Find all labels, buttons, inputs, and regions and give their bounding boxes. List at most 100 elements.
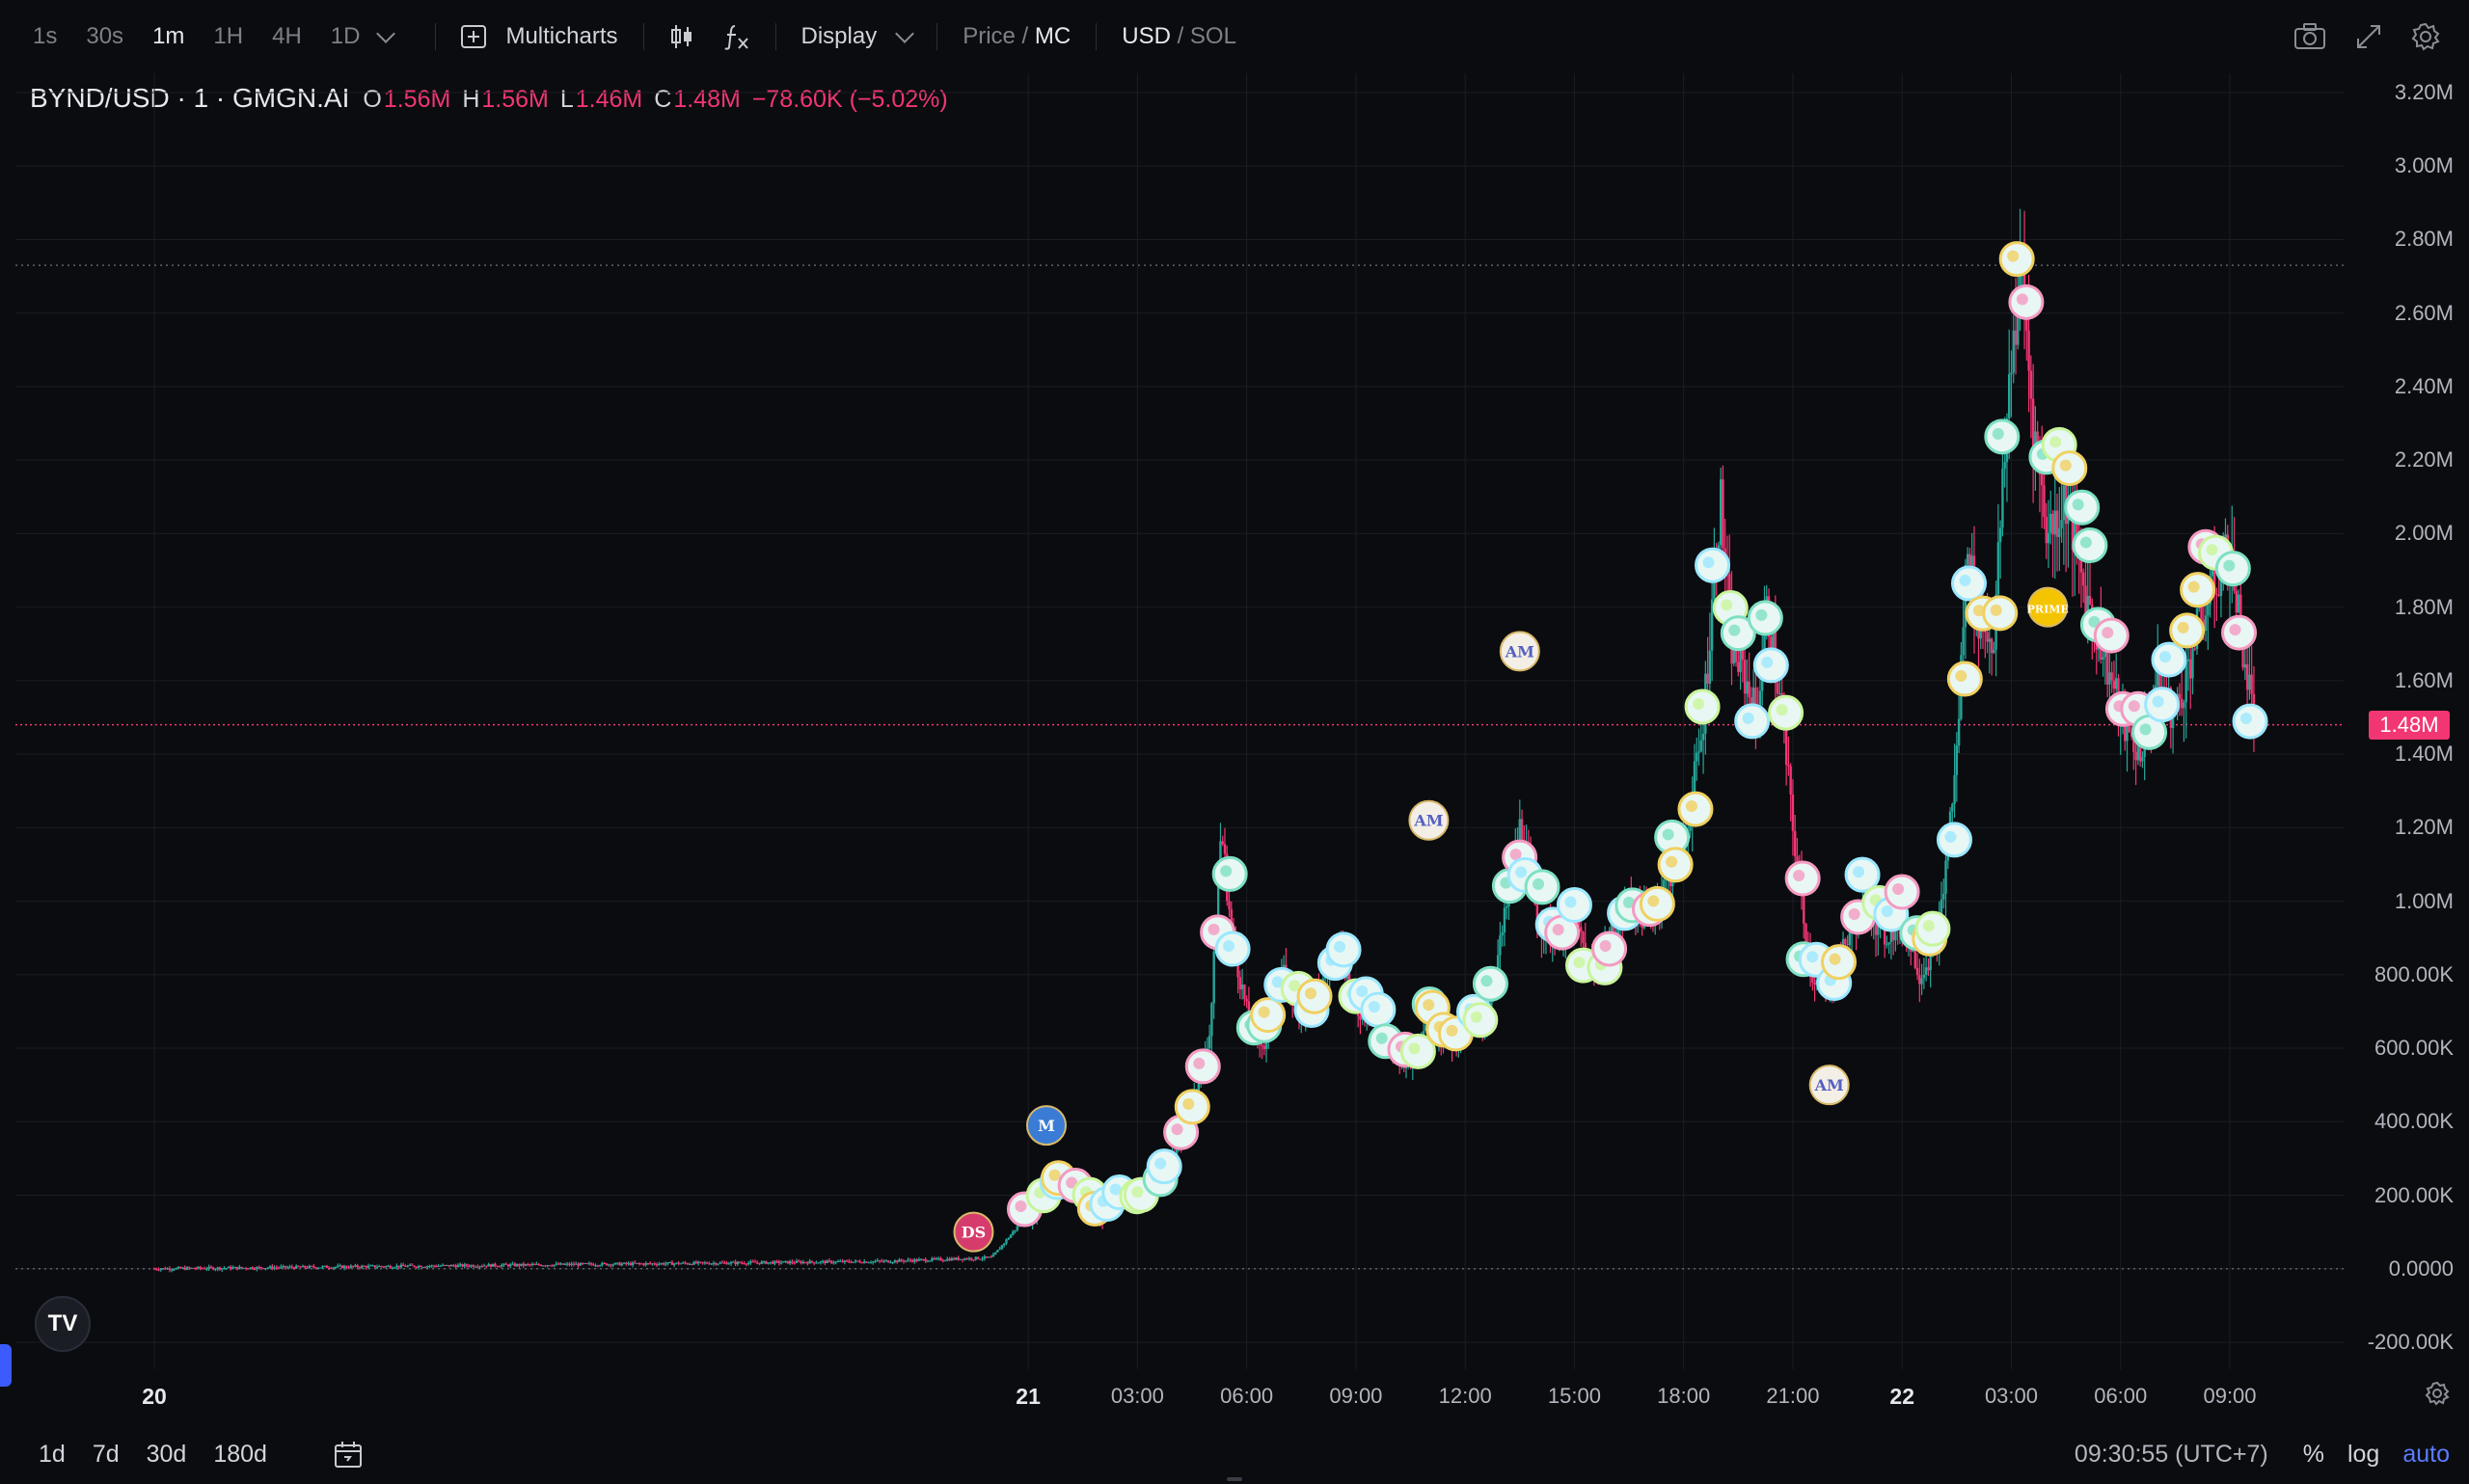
candle-body: [1750, 697, 1753, 721]
timeframe-30s[interactable]: 30s: [86, 23, 124, 49]
axis-settings-icon[interactable]: [2425, 1381, 2450, 1406]
candle-body: [1953, 774, 1956, 804]
range-7d[interactable]: 7d: [92, 1441, 120, 1468]
trader-avatar-marker: [1280, 970, 1316, 1007]
candle-body: [1387, 1030, 1391, 1037]
trader-avatar-marker: [2079, 607, 2116, 643]
candle-body: [672, 1263, 676, 1265]
candle-body: [280, 1266, 283, 1268]
candle-body: [1095, 1204, 1098, 1210]
usd-sol-toggle[interactable]: USD / SOL: [1122, 23, 1236, 50]
candle-body: [773, 1260, 776, 1264]
candle-body: [1835, 979, 1838, 987]
display-dropdown[interactable]: Display: [801, 23, 930, 50]
candle-body: [613, 1262, 617, 1265]
candle-body: [170, 1269, 174, 1271]
candle-body: [297, 1265, 300, 1267]
candle-body: [1586, 950, 1589, 968]
timeframe-1h[interactable]: 1H: [213, 23, 244, 49]
candle-body: [1394, 1046, 1397, 1053]
trader-avatar-face: [1693, 697, 1705, 710]
candle-body: [585, 1262, 588, 1264]
candle-body: [1644, 904, 1648, 913]
settings-gear-icon[interactable]: [2411, 22, 2440, 51]
candle-body: [1614, 939, 1617, 946]
timeframe-1s[interactable]: 1s: [33, 23, 58, 49]
candle-body: [1696, 752, 1698, 762]
indicators-fx-icon[interactable]: [723, 23, 750, 50]
candle-body: [1186, 1116, 1189, 1123]
y-axis-tick-label: 800.00K: [2374, 961, 2454, 986]
timeframe-1m[interactable]: 1m: [152, 23, 185, 49]
candle-body: [1623, 908, 1626, 920]
side-panel-toggle[interactable]: [0, 1344, 12, 1387]
tradingview-logo[interactable]: TV: [35, 1296, 91, 1352]
candle-type-icon[interactable]: [669, 23, 694, 50]
candle-body: [1636, 895, 1640, 921]
trader-avatar-face: [1848, 907, 1860, 920]
fullscreen-icon[interactable]: [2355, 23, 2382, 50]
chevron-down-icon[interactable]: [376, 24, 396, 43]
candle-body: [767, 1262, 770, 1264]
candle-body: [1951, 803, 1954, 812]
candle-body: [1981, 608, 1985, 632]
log-toggle[interactable]: log: [2347, 1441, 2380, 1468]
candle-body: [1326, 972, 1329, 976]
candle-body: [839, 1260, 842, 1262]
x-axis-tick-label: 09:00: [2203, 1384, 2257, 1408]
range-1d[interactable]: 1d: [39, 1441, 66, 1468]
change-value: −78.60K (−5.02%): [751, 86, 948, 113]
candle-body: [2119, 707, 2122, 721]
candle-body: [2049, 513, 2052, 533]
candle-body: [555, 1263, 558, 1265]
candle-body: [1496, 955, 1500, 977]
candle-body: [181, 1267, 184, 1269]
candle-body: [2226, 534, 2229, 584]
candle-body: [328, 1267, 331, 1269]
date-range-calendar-icon[interactable]: [333, 1440, 364, 1471]
candle-body: [415, 1266, 419, 1268]
candle-body: [2176, 693, 2179, 712]
candle-body: [1905, 928, 1908, 945]
top-right-tools: [2293, 0, 2469, 73]
candle-body: [1345, 973, 1349, 979]
trader-avatar-face: [1881, 905, 1893, 918]
trader-avatar-face: [2072, 499, 2084, 511]
resize-handle[interactable]: [1227, 1477, 1242, 1481]
candle-body: [1323, 975, 1327, 979]
percent-toggle[interactable]: %: [2302, 1441, 2324, 1468]
timeframe-1d[interactable]: 1D: [330, 23, 361, 49]
trader-avatar-face: [1085, 1200, 1098, 1212]
trader-avatar-face: [1356, 985, 1369, 997]
trader-avatar-marker: [1089, 1186, 1126, 1223]
candle-body: [1798, 862, 1801, 870]
auto-scale-toggle[interactable]: auto: [2402, 1441, 2450, 1468]
timeframe-4h[interactable]: 4H: [272, 23, 302, 49]
range-180d[interactable]: 180d: [213, 1441, 267, 1468]
candle-body: [387, 1265, 390, 1267]
range-30d[interactable]: 30d: [146, 1441, 187, 1468]
candle-body: [420, 1265, 422, 1268]
candle-body: [2097, 616, 2101, 650]
candle-body: [1103, 1210, 1106, 1218]
multicharts-button[interactable]: Multicharts: [461, 23, 618, 50]
candle-body: [2143, 716, 2146, 758]
candle-body: [1710, 599, 1714, 651]
candle-body: [500, 1264, 503, 1267]
trader-avatar-marker: [1425, 1012, 1462, 1048]
candle-body: [1016, 1226, 1018, 1230]
candle-body: [1751, 688, 1755, 721]
camera-icon[interactable]: [2293, 22, 2326, 51]
candle-body: [684, 1262, 687, 1264]
candle-body: [1289, 979, 1292, 994]
candle-body: [251, 1267, 255, 1269]
candle-body: [2121, 704, 2125, 708]
axis-settings[interactable]: [2425, 1381, 2450, 1411]
candle-body: [1782, 708, 1786, 727]
trader-avatar-marker: [2180, 572, 2216, 608]
trader-avatar-marker: [1840, 899, 1877, 935]
price-mc-toggle[interactable]: Price / MC: [963, 23, 1071, 50]
trader-avatar-marker: [1338, 978, 1374, 1014]
candle-body: [1931, 940, 1935, 949]
